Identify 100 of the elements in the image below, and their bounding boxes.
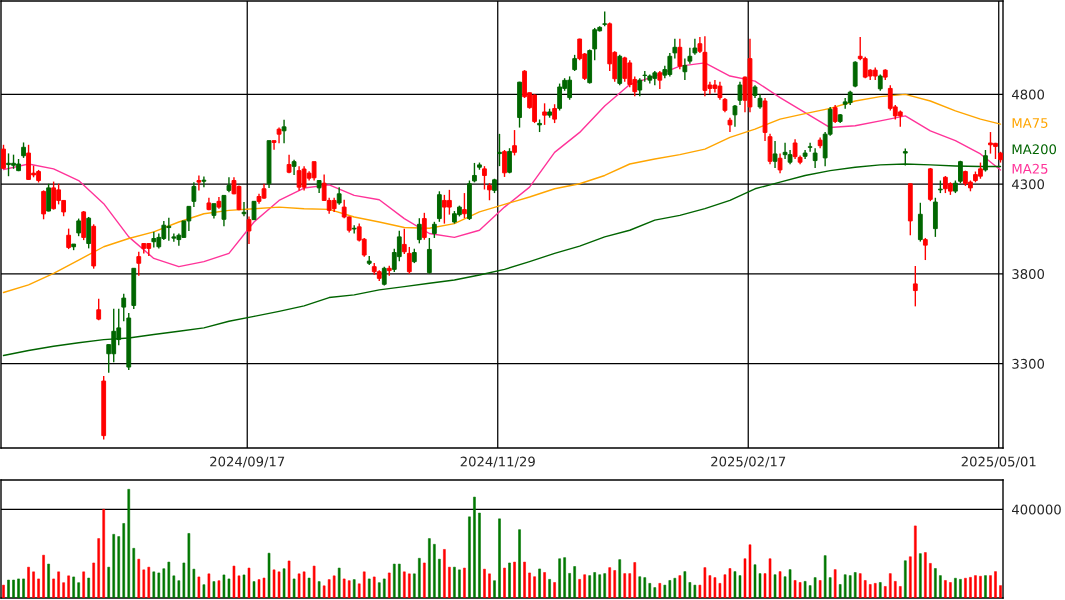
bar [382,578,386,598]
bar [172,575,176,598]
bar [342,578,346,598]
candlestick [592,27,598,61]
candlestick [241,201,247,217]
bar [387,572,391,598]
bar [878,582,882,598]
bar [347,580,351,598]
bar [899,586,902,598]
bar [934,568,937,598]
bar [463,567,466,598]
bar [503,567,506,598]
bar [959,579,962,598]
bar [493,580,496,598]
candlestick [852,60,858,88]
bar [332,575,336,598]
candlestick [912,265,918,308]
x-tick-label: 2025/02/17 [711,456,786,468]
bar [964,577,967,598]
y-tick-label: 4800 [1011,89,1045,100]
bar [863,580,867,598]
bar [643,577,647,598]
candlestick [401,227,407,255]
bar [673,577,677,598]
bar [372,576,376,598]
bar [443,549,446,598]
bar [242,574,246,598]
bar [97,538,100,598]
bar [157,572,161,598]
bar [403,571,406,598]
candlestick [682,57,688,81]
bar [583,574,586,598]
candlestick [622,55,628,83]
bar [47,563,50,598]
bar [979,575,982,598]
candlestick [542,102,547,126]
bar [362,571,366,598]
bar [904,560,907,598]
candlestick [512,129,517,157]
bar [458,569,461,598]
bar [488,573,491,598]
candlestick [136,251,142,277]
bar [873,583,877,598]
y-tick-label: 4300 [1011,179,1045,190]
candlestick [311,160,317,182]
candlestick [792,138,798,160]
bar [162,568,166,598]
bar [377,582,381,598]
bar [613,570,617,598]
bar [994,571,997,598]
bar [999,585,1002,598]
candlestick [426,237,432,275]
series-label: MA200 [1012,144,1057,155]
bar [513,561,516,598]
candlestick [497,133,502,167]
bar [367,578,371,598]
bar [62,582,65,598]
candlestick [221,194,227,227]
bar [22,578,25,598]
candlestick [677,38,683,70]
bar [553,582,556,598]
bar [453,566,456,598]
bar [438,558,441,598]
bar [7,579,10,598]
bar [833,569,837,598]
bar [247,567,251,598]
candlestick [281,119,287,145]
candlestick [462,192,467,219]
candlestick [772,140,778,169]
bar [818,580,822,598]
bar [282,568,286,598]
series-label: MA75 [1012,118,1048,128]
candlestick [732,104,738,128]
candlestick [421,212,427,241]
candlestick [406,246,412,275]
bar [152,571,156,598]
bar [888,573,892,598]
bar [974,575,977,598]
bar [593,572,596,598]
x-tick-label: 2024/09/17 [210,456,285,468]
bar [949,582,952,598]
candlestick [201,175,207,188]
bar [858,573,862,598]
bar [633,562,637,598]
bar [773,574,777,598]
bar [337,567,341,598]
bar [287,560,291,598]
bar [292,578,296,598]
bar [668,580,672,598]
bar [498,518,501,598]
bar [202,584,206,598]
bar [67,575,70,598]
bar [778,571,782,598]
bar [623,573,627,598]
bar [408,573,411,598]
x-tick-label: 2024/11/29 [460,456,535,468]
bar [483,568,486,598]
candlestick [416,217,422,245]
bar [883,586,887,598]
bar [428,538,431,598]
